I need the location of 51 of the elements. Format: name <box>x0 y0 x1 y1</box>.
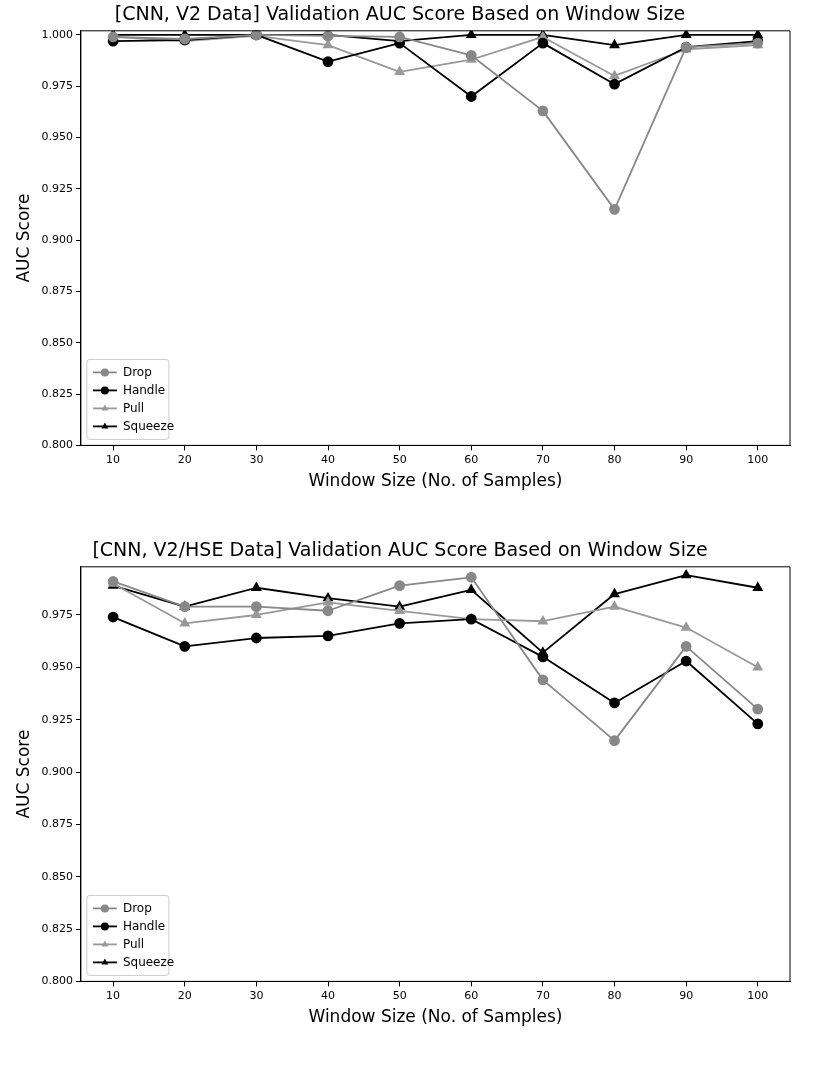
x-tick-label: 10 <box>106 988 121 1002</box>
legend-label: Handle <box>122 918 166 933</box>
legend-label: Squeeze <box>122 954 175 969</box>
x-tick-label: 80 <box>607 988 622 1002</box>
y-tick-label: 0.875 <box>41 284 73 298</box>
x-tick-label: 60 <box>464 452 479 466</box>
y-tick-label: 0.800 <box>41 974 73 988</box>
y-tick-label: 0.825 <box>41 386 73 400</box>
y-tick-label: 0.900 <box>41 764 73 778</box>
x-tick-label: 100 <box>747 452 769 466</box>
x-axis-title: Window Size (No. of Samples) <box>308 470 563 491</box>
x-tick-label: 70 <box>535 988 550 1002</box>
y-tick-label: 0.875 <box>41 817 73 831</box>
y-tick-label: 0.850 <box>41 335 73 349</box>
y-tick-label: 0.925 <box>41 181 73 195</box>
x-tick-label: 90 <box>679 988 694 1002</box>
x-tick-label: 30 <box>249 452 264 466</box>
chart-title: [CNN, V2/HSE Data] Validation AUC Score Based on Window Size <box>92 538 708 561</box>
y-tick-label: 0.975 <box>41 607 73 621</box>
y-tick-label: 0.950 <box>41 660 73 674</box>
x-tick-label: 40 <box>321 452 336 466</box>
x-tick-label: 70 <box>535 452 550 466</box>
x-tick-label: 30 <box>249 988 264 1002</box>
y-tick-label: 0.825 <box>41 921 73 935</box>
y-axis-title: AUC Score <box>12 729 33 819</box>
x-tick-label: 40 <box>321 988 336 1002</box>
legend-label: Handle <box>122 382 166 397</box>
y-tick-label: 0.800 <box>41 438 73 452</box>
x-tick-label: 50 <box>392 988 407 1002</box>
x-tick-label: 10 <box>106 452 121 466</box>
y-tick-label: 0.950 <box>41 130 73 144</box>
y-tick-label: 0.900 <box>41 233 73 247</box>
legend-label: Drop <box>122 364 152 379</box>
x-tick-label: 100 <box>747 988 769 1002</box>
x-tick-label: 60 <box>464 988 479 1002</box>
legend-label: Squeeze <box>122 418 175 433</box>
y-tick-label: 0.975 <box>41 79 73 93</box>
y-tick-label: 0.925 <box>41 712 73 726</box>
x-tick-label: 90 <box>679 452 694 466</box>
legend-label: Pull <box>122 400 145 415</box>
legend-label: Drop <box>122 900 152 915</box>
legend-label: Pull <box>122 936 145 951</box>
x-tick-label: 80 <box>607 452 622 466</box>
y-axis-title: AUC Score <box>12 193 33 283</box>
y-tick-label: 1.000 <box>41 27 73 41</box>
x-axis-title: Window Size (No. of Samples) <box>308 1006 563 1027</box>
chart-title: [CNN, V2 Data] Validation AUC Score Based on Window Size <box>114 2 686 25</box>
y-tick-label: 0.850 <box>41 869 73 883</box>
x-tick-label: 50 <box>392 452 407 466</box>
x-tick-label: 20 <box>177 452 192 466</box>
x-tick-label: 20 <box>177 988 192 1002</box>
